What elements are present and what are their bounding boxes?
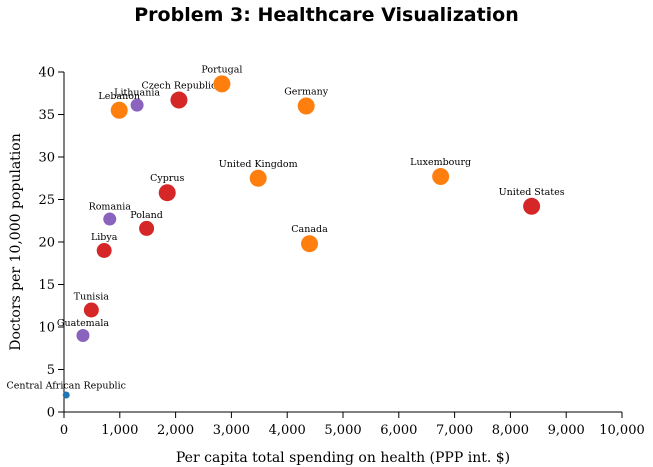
data-point xyxy=(139,220,155,236)
y-tick-label: 25 xyxy=(38,193,55,208)
data-point-label: Tunisia xyxy=(74,292,110,303)
data-point-label: Romania xyxy=(89,202,132,213)
data-point xyxy=(432,168,450,186)
y-tick-label: 35 xyxy=(38,108,55,123)
data-point xyxy=(76,329,90,342)
data-point-label: Guatemala xyxy=(57,318,110,329)
data-point-label: Lebanon xyxy=(98,91,140,102)
data-point-label: United States xyxy=(499,187,565,198)
data-point-label: Portugal xyxy=(201,64,242,75)
x-tick-label: 10,000 xyxy=(599,423,645,438)
data-point xyxy=(523,197,541,215)
x-tick-label: 4,000 xyxy=(269,423,306,438)
x-tick-label: 0 xyxy=(60,423,68,438)
y-tick-label: 30 xyxy=(38,151,55,166)
y-tick-label: 5 xyxy=(47,363,55,378)
y-tick-label: 10 xyxy=(38,321,55,336)
data-point xyxy=(103,212,117,226)
data-point-label: Germany xyxy=(284,87,329,98)
x-tick-label: 2,000 xyxy=(157,423,194,438)
data-point-label: Libya xyxy=(91,232,118,243)
x-tick-label: 5,000 xyxy=(324,423,361,438)
data-point xyxy=(170,91,188,109)
data-point-label: Lithuania xyxy=(114,88,160,99)
data-point xyxy=(213,75,231,93)
data-point xyxy=(158,184,176,202)
data-point xyxy=(83,302,99,318)
data-point-label: Cyprus xyxy=(150,173,184,184)
data-point xyxy=(301,235,319,253)
x-tick-label: 9,000 xyxy=(548,423,585,438)
data-point-label: Luxembourg xyxy=(410,157,471,168)
x-tick-label: 3,000 xyxy=(213,423,250,438)
data-point xyxy=(249,169,267,187)
y-tick-label: 20 xyxy=(38,236,55,251)
y-axis-label: Doctors per 10,000 population xyxy=(8,133,24,350)
y-tick-label: 40 xyxy=(38,66,55,81)
data-point xyxy=(297,97,315,115)
data-point-label: Poland xyxy=(130,210,163,221)
x-tick-label: 8,000 xyxy=(492,423,529,438)
x-tick-label: 7,000 xyxy=(436,423,473,438)
y-tick-label: 15 xyxy=(38,278,55,293)
data-point-label: Central African Republic xyxy=(6,381,125,392)
x-tick-label: 6,000 xyxy=(380,423,417,438)
data-point-label: Canada xyxy=(291,224,328,235)
data-point-label: United Kingdom xyxy=(219,159,298,170)
data-point xyxy=(96,243,112,258)
y-tick-label: 0 xyxy=(47,406,55,421)
data-point-label: Czech Republic xyxy=(142,81,217,92)
data-point xyxy=(62,391,70,399)
data-point xyxy=(130,98,144,112)
chart-title: Problem 3: Healthcare Visualization xyxy=(134,4,519,26)
data-point xyxy=(110,101,128,119)
x-tick-label: 1,000 xyxy=(101,423,138,438)
x-axis-label: Per capita total spending on health (PPP… xyxy=(176,450,510,466)
